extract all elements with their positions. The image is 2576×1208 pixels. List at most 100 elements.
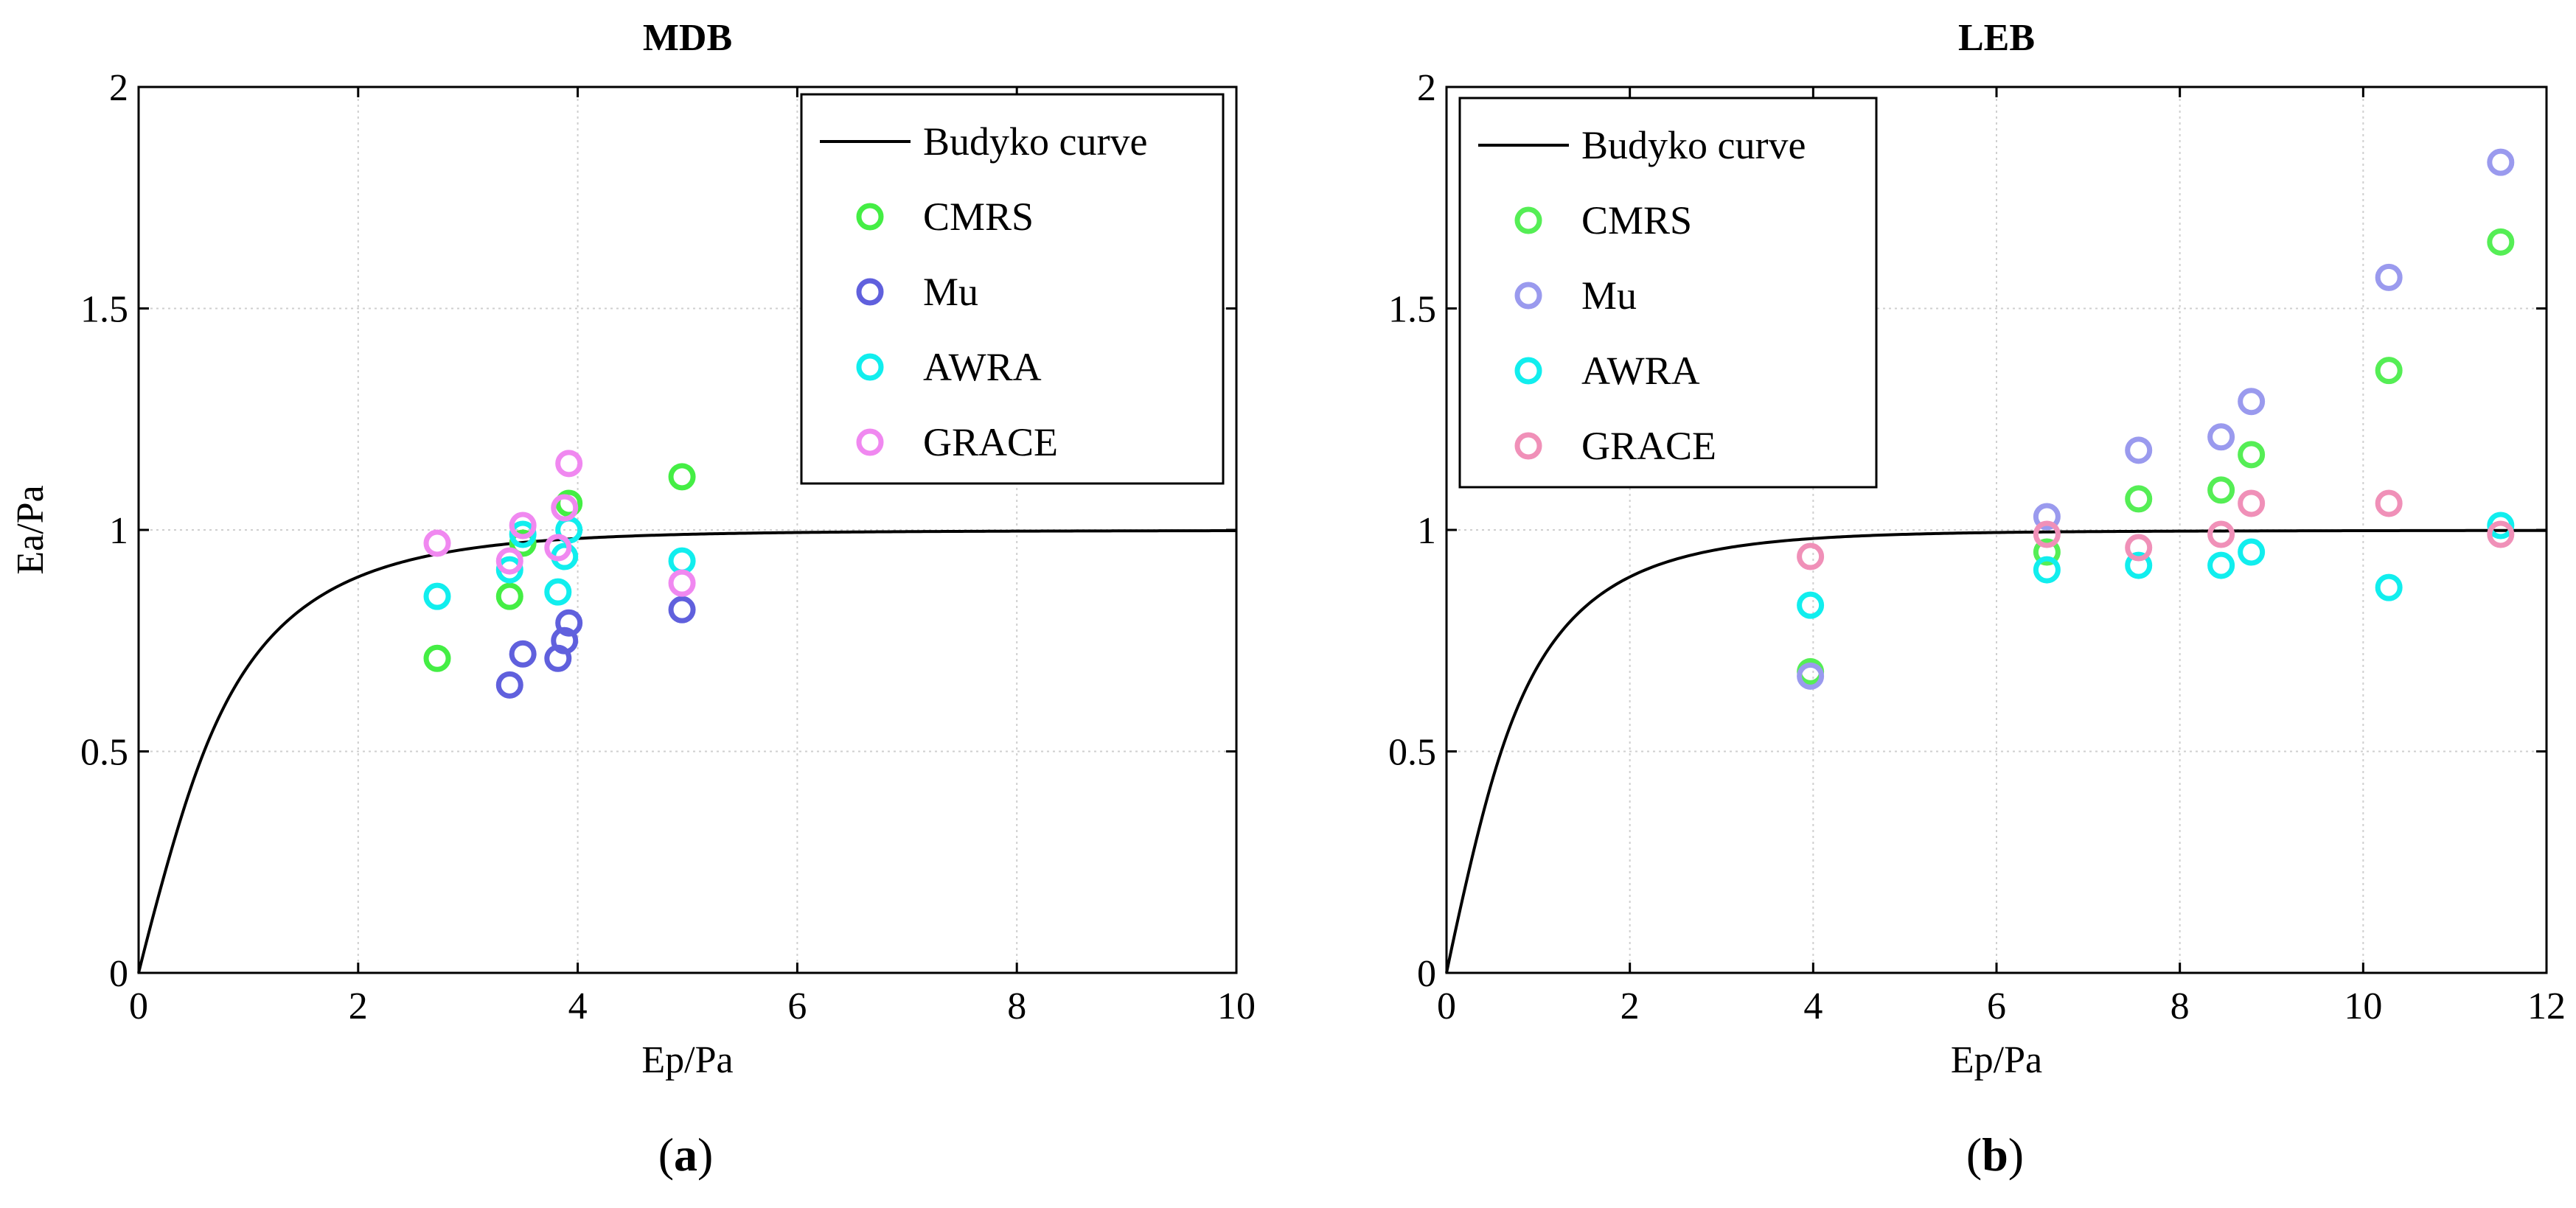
legend-label-grace: GRACE: [923, 420, 1058, 464]
data-point-cmrs: [2033, 538, 2061, 566]
data-point-mu: [2238, 388, 2266, 416]
data-point-cmrs: [423, 644, 451, 672]
chart-title: MDB: [643, 17, 732, 59]
y-tick-label: 1.5: [80, 289, 128, 331]
data-point-cmrs: [2125, 485, 2153, 513]
legend-label-cmrs: CMRS: [1581, 198, 1692, 242]
x-axis-label: Ep/Pa: [1951, 1039, 2042, 1081]
data-point-grace: [2238, 489, 2266, 517]
legend-marker-mu: [856, 278, 884, 306]
data-point-grace: [495, 547, 523, 575]
data-point-awra: [2238, 538, 2266, 566]
data-point-awra: [1797, 591, 1825, 619]
data-point-grace: [2375, 489, 2403, 517]
x-tick-label: 12: [2527, 985, 2566, 1027]
data-point-cmrs: [2487, 228, 2515, 256]
data-point-cmrs: [668, 463, 696, 491]
x-tick-label: 10: [2344, 985, 2382, 1027]
data-point-mu: [2375, 263, 2403, 291]
data-point-grace: [509, 512, 537, 540]
data-point-awra: [544, 578, 572, 606]
panel-label-b: (b): [1966, 1128, 2025, 1181]
y-tick-label: 0.5: [80, 732, 128, 774]
x-tick-label: 2: [349, 985, 368, 1027]
legend-marker-awra: [856, 353, 884, 381]
x-tick-label: 10: [1217, 985, 1256, 1027]
data-point-awra: [495, 556, 523, 584]
x-tick-label: 0: [1437, 985, 1456, 1027]
legend-box: [1458, 97, 1878, 489]
legend: Budyko curve CMRS Mu AWRA GRACE: [1458, 97, 1878, 489]
legend-marker-grace: [1514, 432, 1542, 460]
y-tick-label: 1.5: [1388, 289, 1436, 331]
data-point-mu: [2125, 436, 2153, 464]
y-tick-label: 0: [1417, 953, 1436, 995]
data-point-mu: [555, 609, 583, 637]
budyko-curve: [137, 529, 1237, 974]
legend-label-mu: Mu: [923, 270, 978, 314]
legend-label-mu: Mu: [1581, 273, 1637, 318]
x-tick-label: 6: [1987, 985, 2006, 1027]
data-point-mu: [1797, 662, 1825, 690]
data-point-awra: [2125, 551, 2153, 579]
legend-marker-mu: [1514, 282, 1542, 310]
data-point-cmrs: [509, 529, 537, 557]
x-tick-label: 8: [1007, 985, 1026, 1027]
data-point-mu: [2033, 503, 2061, 531]
y-tick-label: 1: [109, 510, 128, 552]
x-tick-label: 4: [1803, 985, 1823, 1027]
y-axis-label: Ea/Pa: [10, 485, 52, 574]
data-point-grace: [1797, 542, 1825, 570]
legend-label-awra: AWRA: [923, 345, 1042, 389]
legend-label-budyko: Budyko curve: [1581, 123, 1806, 167]
data-point-awra: [509, 520, 537, 548]
panel-label-a: (a): [658, 1128, 714, 1181]
data-point-mu: [509, 640, 537, 668]
data-point-awra: [2207, 551, 2235, 579]
chart-title: LEB: [1958, 17, 2035, 59]
legend-marker-awra: [1514, 357, 1542, 385]
y-tick-label: 0: [109, 953, 128, 995]
data-point-awra: [2487, 512, 2515, 540]
legend: Budyko curve CMRS Mu AWRA GRACE: [800, 93, 1225, 485]
x-tick-label: 0: [129, 985, 148, 1027]
legend-label-grace: GRACE: [1581, 424, 1716, 468]
legend-label-budyko: Budyko curve: [923, 119, 1147, 164]
x-tick-label: 4: [568, 985, 588, 1027]
data-point-awra: [2375, 573, 2403, 601]
x-axis-label: Ep/Pa: [641, 1039, 733, 1081]
data-point-awra: [2033, 556, 2061, 584]
data-point-grace: [555, 450, 583, 478]
data-point-cmrs: [2238, 441, 2266, 469]
data-point-cmrs: [555, 489, 583, 517]
budyko-curve: [1445, 528, 2547, 974]
data-point-grace: [2033, 520, 2061, 548]
data-point-grace: [544, 534, 572, 562]
data-point-mu: [2487, 148, 2515, 176]
legend-box: [800, 93, 1225, 485]
legend-marker-grace: [856, 428, 884, 456]
data-point-mu: [495, 671, 523, 699]
y-tick-label: 0.5: [1388, 732, 1436, 774]
x-tick-label: 8: [2171, 985, 2190, 1027]
data-point-grace: [551, 494, 579, 522]
chart-mdb: 0 2 4 6 8 10 0 0.5 1 1.5 2 MDB Ep/Pa Ea/Pa Budyko curv…: [10, 17, 1256, 1081]
data-point-grace: [668, 569, 696, 597]
legend-label-cmrs: CMRS: [923, 195, 1034, 239]
y-tick-label: 1: [1417, 510, 1436, 552]
chart-leb: 0 2 4 6 8 10 12 0 0.5 1 1.5 2 LEB Ep/Pa Budyko curve CM…: [1388, 17, 2566, 1081]
data-point-cmrs: [495, 582, 523, 610]
data-point-mu: [668, 596, 696, 624]
legend-marker-cmrs: [1514, 206, 1542, 234]
data-point-mu: [2207, 423, 2235, 451]
data-point-awra: [423, 582, 451, 610]
data-point-cmrs: [2207, 476, 2235, 504]
x-tick-label: 6: [787, 985, 807, 1027]
y-tick-label: 2: [1417, 67, 1436, 109]
legend-marker-cmrs: [856, 203, 884, 231]
legend-label-awra: AWRA: [1581, 349, 1700, 393]
data-point-grace: [2207, 520, 2235, 548]
x-tick-label: 2: [1621, 985, 1640, 1027]
data-point-grace: [423, 529, 451, 557]
